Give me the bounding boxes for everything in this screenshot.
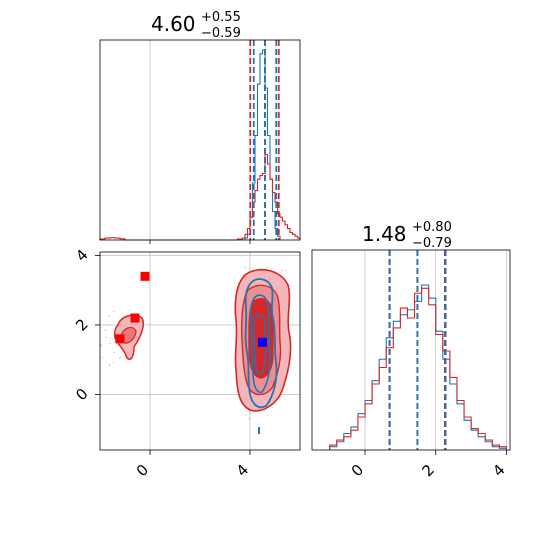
axes-frame [311,249,511,451]
sample-point [266,414,269,416]
contour-small-mode [113,314,145,360]
axes-frame [99,251,301,451]
histogram-panel-top: 4.60 +0.55 −0.59 [99,10,301,244]
contour-level-inner [253,313,267,375]
sample-point [285,269,287,272]
sample-point [266,266,268,269]
mode-marker-blue [258,337,267,347]
title-value: 4.60 [151,12,196,36]
mode-marker-red [115,334,125,344]
sample-point [271,406,274,408]
contour-level-mid [249,294,271,394]
sample-point [244,407,246,409]
title-minus: −0.79 [412,236,452,251]
contour-level-outer [244,278,278,409]
sample-point [119,356,122,358]
title-plus: +0.55 [201,10,241,25]
histogram-series [329,284,508,450]
sample-point [100,345,103,347]
title-minus: −0.59 [201,26,241,41]
sample-point [248,267,251,269]
sample-point [105,336,107,339]
quantile-lines [249,40,280,240]
sample-point [109,342,112,345]
sample-point [244,414,246,417]
sample-point [109,364,111,366]
sample-point [101,356,104,359]
sample-point [104,329,107,331]
sample-point [124,356,126,358]
title-plus: +0.80 [412,220,452,235]
mode-marker-red [130,313,140,323]
sample-point [100,344,102,346]
sample-point [111,337,113,339]
sample-point [244,266,247,269]
sample-point [281,270,283,272]
axes-frame [99,39,301,241]
sample-point [264,410,266,412]
sample-point [114,341,116,343]
sample-point [113,352,116,354]
red-histogram-step [329,287,508,450]
sample-point [285,389,288,391]
quantile-lines [388,250,447,450]
mode-marker-red [140,271,150,281]
sample-point [108,315,110,317]
title-value: 1.48 [362,222,407,246]
sample-point [106,324,108,327]
sample-point [248,417,250,420]
sample-point [248,412,250,414]
sample-point [280,395,283,398]
contour-main-mode-blue [244,278,278,434]
sample-point [112,361,114,364]
mode-markers [115,271,267,347]
red-histogram-step [99,153,301,241]
sample-point [113,310,115,313]
